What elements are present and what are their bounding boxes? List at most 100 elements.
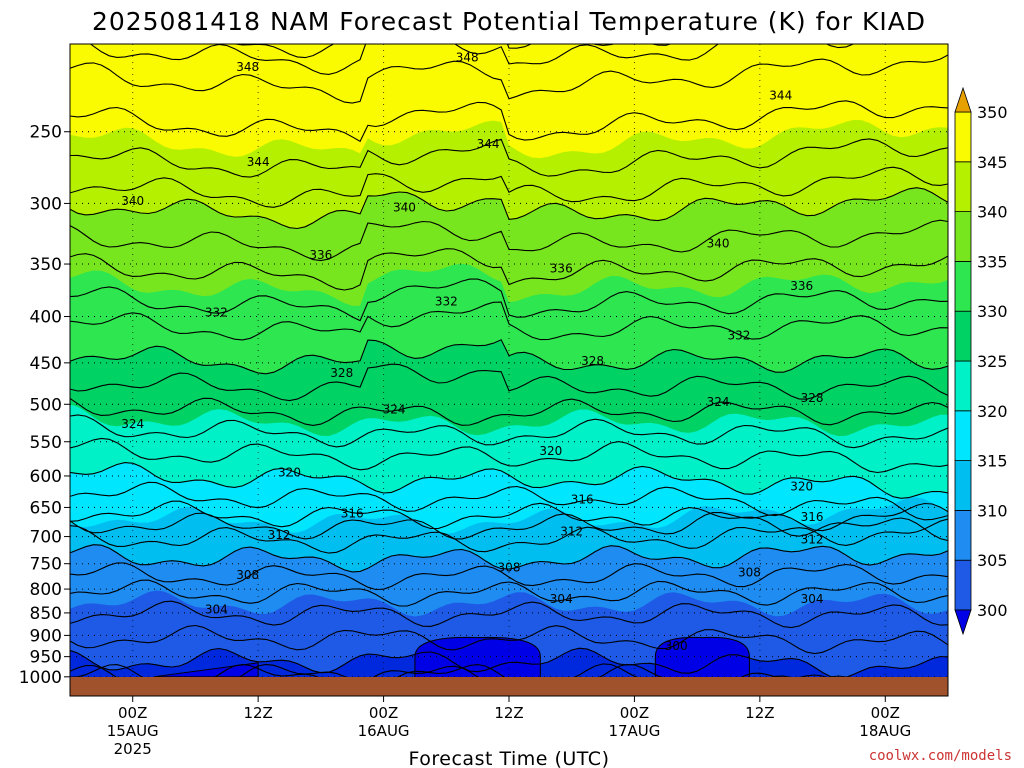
color-bands	[70, 44, 948, 696]
x-tick-date: 16AUG	[358, 722, 410, 740]
y-tick-label: 800	[30, 580, 62, 600]
contour-label-text: 308	[498, 560, 521, 574]
colorbar-tick-label: 330	[977, 302, 1008, 321]
contour-label-15: 328	[581, 354, 604, 368]
colorbar-tick-label: 325	[977, 352, 1008, 371]
y-tick-label: 900	[30, 626, 62, 646]
isentrope-350	[89, 44, 855, 75]
x-tick-date: 18AUG	[859, 722, 911, 740]
contour-label-text: 320	[539, 444, 562, 458]
contour-label-34: 304	[801, 592, 824, 606]
contour-label-2: 344	[769, 89, 792, 103]
isentrope-308	[70, 562, 948, 591]
contour-label-text: 308	[236, 568, 259, 582]
colorbar-tick-label: 320	[977, 402, 1008, 421]
colorbar-segment-340	[954, 161, 972, 213]
y-tick-label: 550	[30, 433, 62, 453]
x-tick-label: 00Z	[369, 704, 398, 722]
isentrope-342	[70, 166, 948, 208]
contour-label-16: 328	[801, 391, 824, 405]
colorbar-under-arrow	[954, 609, 972, 636]
contour-label-text: 336	[550, 262, 573, 276]
x-tick-date: 17AUG	[608, 722, 660, 740]
contour-label-1: 348	[456, 51, 479, 65]
contour-label-17: 324	[121, 417, 144, 431]
colorbar-tick-label: 335	[977, 252, 1008, 271]
isentrope-316	[70, 500, 948, 542]
contour-label-text: 340	[393, 200, 416, 214]
colorbar-segment-305	[954, 509, 972, 561]
isentrope-328	[70, 363, 948, 402]
colorbar-tick-label: 315	[977, 452, 1008, 471]
contour-label-text: 344	[247, 155, 270, 169]
contour-labels: 348 348 344 344 344 340 340 340 336 336 336 332 332 3…	[121, 51, 823, 654]
contour-label-4: 344	[247, 155, 270, 169]
contour-label-text: 340	[707, 236, 730, 250]
y-axis: 2503003504004505005506006507007508008509…	[19, 123, 70, 688]
isentrope-312	[70, 518, 948, 554]
colorbar: 350 345 340 335 330 325 320 315 310 305 300	[954, 86, 1008, 636]
y-tick-label: 400	[30, 308, 62, 328]
colorbar-segment-320	[954, 360, 972, 412]
contour-label-text: 344	[477, 137, 500, 151]
contour-label-text: 320	[278, 466, 301, 480]
y-tick-label: 700	[30, 528, 62, 548]
y-tick-label: 1000	[19, 668, 62, 688]
credit-text: coolwx.com/models	[869, 748, 1012, 764]
colorbar-tick-label: 310	[977, 501, 1008, 520]
contour-label-22: 320	[790, 479, 813, 493]
contour-label-7: 340	[707, 236, 730, 250]
y-tick-label: 950	[30, 648, 62, 668]
isentrope-320	[70, 462, 948, 499]
colorbar-tick-label: 345	[977, 153, 1008, 172]
contour-label-32: 304	[205, 603, 228, 617]
chart-title: 2025081418 NAM Forecast Potential Temper…	[92, 7, 926, 36]
contour-label-text: 328	[801, 391, 824, 405]
contour-label-text: 348	[236, 60, 259, 74]
contour-label-23: 316	[341, 506, 364, 520]
x-tick-label: 12Z	[243, 704, 272, 722]
colorbar-tick-label: 350	[977, 103, 1008, 122]
contour-label-30: 308	[498, 560, 521, 574]
contour-label-25: 316	[801, 510, 824, 524]
contour-label-5: 340	[121, 194, 144, 208]
colorbar-segment-315	[954, 410, 972, 461]
y-tick-label: 600	[30, 467, 62, 487]
contour-label-19: 324	[707, 395, 730, 409]
colorbar-segment-325	[954, 310, 972, 362]
isentrope-326	[70, 397, 948, 426]
contour-label-text: 328	[330, 366, 353, 380]
plot-area: 348 348 344 344 344 340 340 340 336 336 336 332 332 3…	[70, 44, 948, 696]
contour-label-text: 332	[435, 295, 458, 309]
y-tick-label: 350	[30, 255, 62, 275]
x-tick-label: 12Z	[745, 704, 774, 722]
contour-label-24: 316	[571, 492, 594, 506]
contour-label-text: 324	[383, 403, 406, 417]
contour-label-12: 332	[435, 295, 458, 309]
isentrope-304	[70, 600, 948, 629]
contour-label-text: 344	[769, 89, 792, 103]
contour-label-10: 336	[790, 279, 813, 293]
grid-lines	[70, 44, 948, 696]
contour-label-text: 312	[560, 524, 583, 538]
contour-label-9: 336	[550, 262, 573, 276]
colorbar-segment-345	[954, 111, 972, 163]
colorbar-segment-335	[954, 211, 972, 262]
y-tick-label: 650	[30, 498, 62, 518]
contour-label-6: 340	[393, 200, 416, 214]
y-tick-label: 300	[30, 194, 62, 214]
contour-label-text: 348	[456, 51, 479, 65]
y-tick-label: 450	[30, 354, 62, 374]
contour-label-text: 336	[790, 279, 813, 293]
isentrope-340	[70, 187, 948, 230]
colorbar-segment-310	[954, 460, 972, 511]
x-tick-label: 00Z	[620, 704, 649, 722]
contour-label-29: 308	[236, 568, 259, 582]
contour-label-text: 300	[665, 639, 688, 653]
contour-label-text: 324	[707, 395, 730, 409]
isentrope-306	[70, 579, 948, 607]
contour-label-11: 332	[205, 306, 228, 320]
contour-label-text: 316	[341, 506, 364, 520]
